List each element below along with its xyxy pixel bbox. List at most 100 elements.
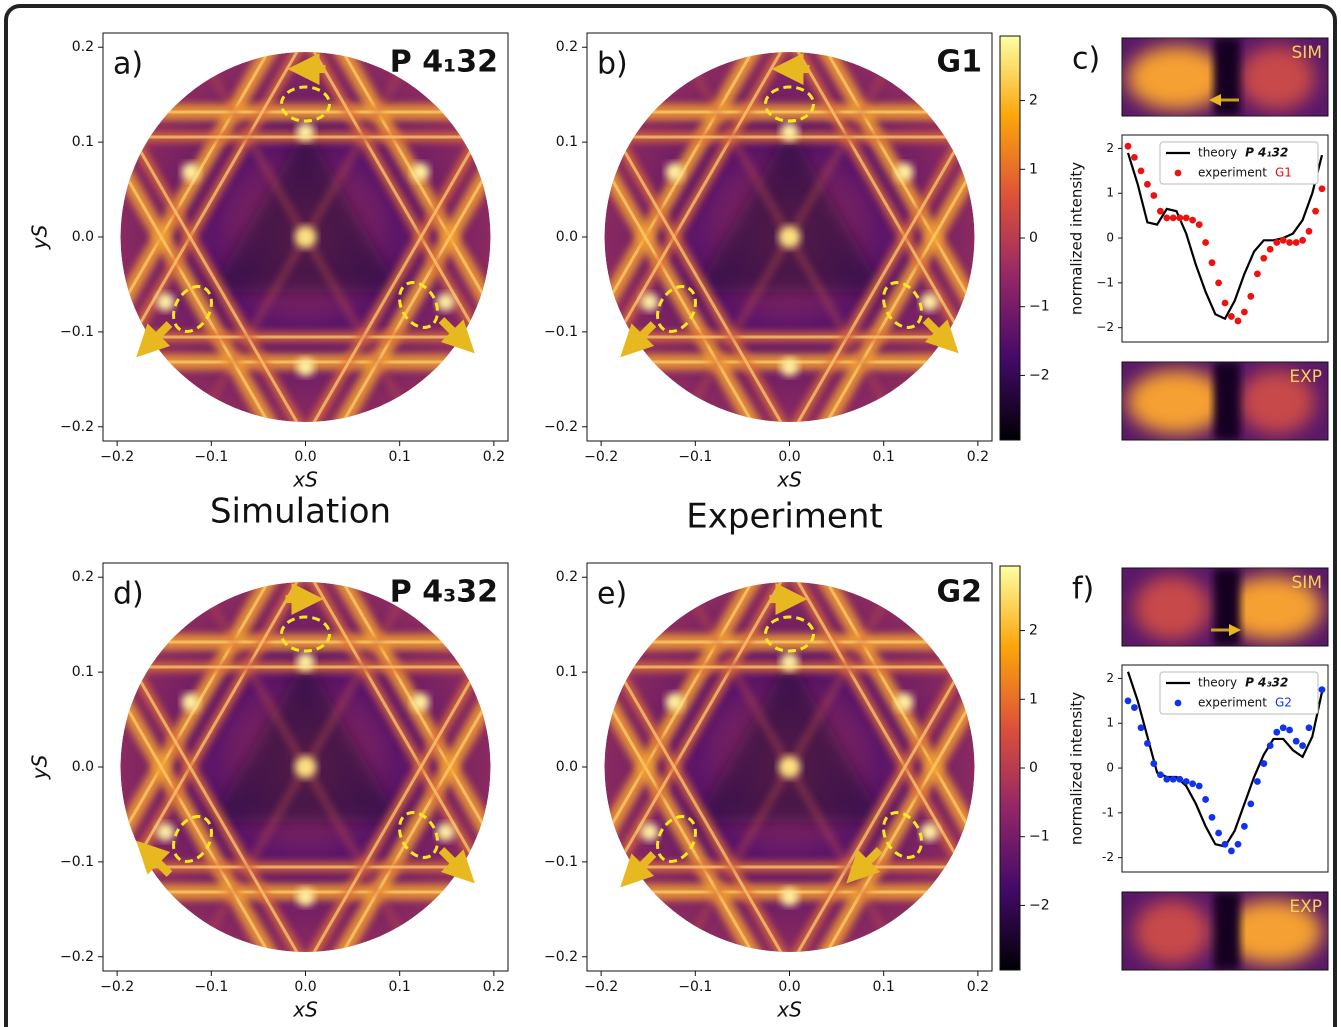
x-tick-label: 0.1	[873, 979, 895, 995]
colorbar-tick-label: −1	[1029, 299, 1050, 315]
bright-spot	[297, 888, 315, 906]
bright-spot	[297, 123, 315, 141]
data-point	[1202, 796, 1209, 803]
y-tick-label: 1	[1106, 186, 1114, 200]
data-point	[1144, 181, 1151, 188]
strip-label: EXP	[1289, 367, 1322, 387]
caption: Simulation	[210, 492, 391, 532]
y-tick-label: −0.1	[544, 854, 578, 870]
center-spot	[295, 226, 317, 248]
y-tick-label: −0.2	[544, 419, 578, 435]
data-point	[1150, 760, 1157, 767]
colorbar-tick-label: −2	[1029, 367, 1050, 383]
y-tick-label: 0.1	[72, 664, 94, 680]
panel-label: a)	[113, 47, 143, 82]
y-tick-label: −0.2	[544, 949, 578, 965]
panel-title: P 4₃32	[390, 575, 498, 610]
y-tick-label: 2	[1106, 671, 1114, 685]
legend-tag: G2	[1275, 696, 1292, 710]
panel-label: b)	[597, 47, 628, 82]
intensity-strip: EXP	[1122, 892, 1328, 970]
bright-spot	[437, 293, 455, 311]
x-tick-label: 0.1	[389, 449, 411, 465]
y-tick-label: 0.2	[72, 39, 94, 55]
blob	[1134, 900, 1210, 964]
colorbar-tick-label: 2	[1029, 623, 1038, 639]
center-spot	[295, 756, 317, 778]
y-tick-label: 1	[1106, 716, 1114, 730]
legend-swatch	[1175, 170, 1182, 177]
figure: −0.2 −0.1 0.0 0.1 0.2 −0.2 −0.1 0.0 0.1 0.2 a) P 4₁…	[0, 0, 1341, 1027]
x-tick-label: 0.2	[967, 979, 989, 995]
x-tick-label: 0.0	[778, 979, 800, 995]
data-point	[1299, 237, 1306, 244]
data-point	[1176, 214, 1183, 221]
panel-label: e)	[597, 577, 627, 612]
data-point	[1138, 724, 1145, 731]
x-tick-label: 0.2	[483, 449, 505, 465]
legend-swatch	[1175, 700, 1182, 707]
colorbar	[1000, 566, 1020, 970]
bright-spot	[666, 693, 684, 711]
legend-entry: theory	[1198, 146, 1237, 160]
bright-spot	[297, 653, 315, 671]
panel-title: P 4₁32	[390, 45, 498, 80]
x-tick-label: −0.1	[194, 449, 228, 465]
y-tick-label: 0.1	[72, 134, 94, 150]
y-tick-label: -2	[1102, 850, 1114, 864]
data-point	[1280, 237, 1287, 244]
data-point	[1163, 776, 1170, 783]
y-axis-label: normalized intensity	[1068, 162, 1086, 315]
colorbar-tick-label: 0	[1029, 230, 1038, 246]
bright-spot	[437, 823, 455, 841]
colorbar-tick-label: 2	[1029, 93, 1038, 109]
bright-spot	[197, 403, 215, 421]
y-axis-label: normalized intensity	[1068, 692, 1086, 845]
data-point	[1280, 724, 1287, 731]
y-tick-label: 0.1	[556, 664, 578, 680]
intensity-strip: EXP	[1122, 362, 1328, 440]
y-tick-label: 0.1	[556, 134, 578, 150]
x-tick-label: −0.2	[584, 979, 618, 995]
y-axis-label: yS	[28, 224, 52, 250]
data-point	[1267, 246, 1274, 253]
dark-center	[1214, 362, 1240, 440]
bright-spot	[157, 823, 175, 841]
bright-spot	[781, 888, 799, 906]
x-tick-label: 0.1	[873, 449, 895, 465]
data-point	[1176, 776, 1183, 783]
bright-spot	[297, 358, 315, 376]
panel-label: d)	[113, 577, 144, 612]
data-point	[1306, 724, 1313, 731]
bright-spot	[182, 163, 200, 181]
data-point	[1267, 742, 1274, 749]
legend-tag: P 4₃32	[1245, 676, 1288, 690]
center-spot	[779, 226, 801, 248]
data-point	[1286, 239, 1293, 246]
bright-spot	[197, 933, 215, 951]
colorbar-tick-label: 0	[1029, 760, 1038, 776]
legend-tag: G1	[1275, 166, 1292, 180]
x-tick-label: 0.1	[389, 979, 411, 995]
data-point	[1209, 259, 1216, 266]
y-tick-label: 0.0	[72, 759, 94, 775]
strip-label: EXP	[1289, 897, 1322, 917]
data-point	[1293, 239, 1300, 246]
bright-spot	[397, 403, 415, 421]
bright-spot	[881, 933, 899, 951]
strip-blobs	[1127, 362, 1315, 440]
bright-spot	[666, 163, 684, 181]
y-tick-label: 0	[1106, 231, 1114, 245]
y-axis-label: yS	[28, 754, 52, 780]
data-point	[1209, 814, 1216, 821]
bright-spot	[896, 693, 914, 711]
y-tick-label: 0.2	[556, 569, 578, 585]
data-point	[1286, 727, 1293, 734]
data-point	[1241, 823, 1248, 830]
colorbar	[1000, 36, 1020, 440]
data-point	[1260, 760, 1267, 767]
data-point	[1260, 255, 1267, 262]
dark-center	[1214, 892, 1240, 970]
y-tick-label: −0.1	[544, 324, 578, 340]
x-tick-label: 0.2	[967, 449, 989, 465]
